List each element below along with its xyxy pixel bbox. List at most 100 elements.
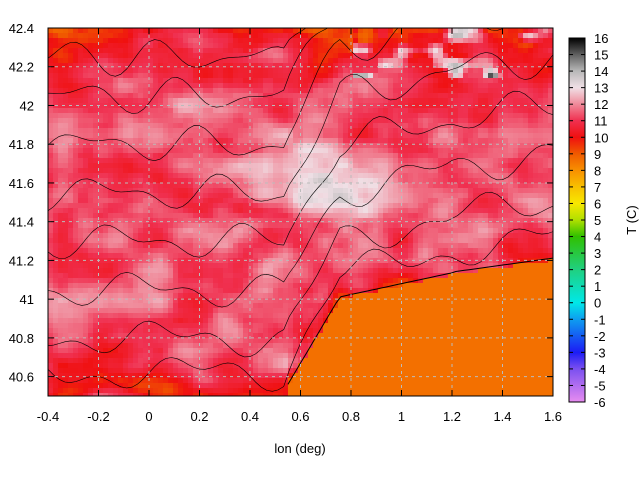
heatmap-cell bbox=[513, 243, 519, 249]
heatmap-cell bbox=[158, 143, 164, 149]
heatmap-cell bbox=[208, 43, 214, 49]
heatmap-cell bbox=[403, 98, 409, 104]
heatmap-cell bbox=[353, 268, 359, 274]
heatmap-cell bbox=[163, 138, 169, 144]
heatmap-cell bbox=[433, 143, 439, 149]
heatmap-cell bbox=[243, 243, 249, 249]
heatmap-cell bbox=[448, 168, 454, 174]
heatmap-cell bbox=[543, 183, 549, 189]
heatmap-cell bbox=[353, 223, 359, 229]
heatmap-cell bbox=[253, 203, 259, 209]
heatmap-cell bbox=[528, 188, 534, 194]
heatmap-cell bbox=[453, 133, 459, 139]
heatmap-cell bbox=[198, 108, 204, 114]
heatmap-cell bbox=[503, 203, 509, 209]
heatmap-cell bbox=[168, 138, 174, 144]
heatmap-cell bbox=[423, 88, 429, 94]
heatmap-cell bbox=[133, 268, 139, 274]
heatmap-cell bbox=[273, 43, 279, 49]
heatmap-cell bbox=[223, 118, 229, 124]
heatmap-cell bbox=[508, 28, 514, 34]
heatmap-cell bbox=[308, 263, 314, 269]
heatmap-cell bbox=[468, 188, 474, 194]
heatmap-cell bbox=[378, 213, 384, 219]
heatmap-cell bbox=[328, 78, 334, 84]
heatmap-cell bbox=[518, 93, 524, 99]
heatmap-cell bbox=[208, 188, 214, 194]
heatmap-cell bbox=[388, 38, 394, 44]
heatmap-cell bbox=[523, 63, 529, 69]
heatmap-cell bbox=[303, 138, 309, 144]
heatmap-cell bbox=[438, 268, 444, 274]
heatmap-cell bbox=[483, 98, 489, 104]
heatmap-cell bbox=[443, 38, 449, 44]
heatmap-cell bbox=[113, 98, 119, 104]
heatmap-cell bbox=[528, 163, 534, 169]
heatmap-cell bbox=[183, 133, 189, 139]
heatmap-cell bbox=[143, 233, 149, 239]
heatmap-cell bbox=[68, 263, 74, 269]
heatmap-cell bbox=[238, 248, 244, 254]
heatmap-cell bbox=[198, 193, 204, 199]
heatmap-cell bbox=[388, 143, 394, 149]
heatmap-cell bbox=[263, 28, 269, 34]
heatmap-cell bbox=[538, 33, 544, 39]
heatmap-cell bbox=[193, 28, 199, 34]
heatmap-cell bbox=[68, 233, 74, 239]
heatmap-cell bbox=[73, 228, 79, 234]
heatmap-cell bbox=[108, 58, 114, 64]
heatmap-cell bbox=[243, 263, 249, 269]
heatmap-cell bbox=[538, 38, 544, 44]
heatmap-cell bbox=[198, 263, 204, 269]
heatmap-cell bbox=[173, 263, 179, 269]
heatmap-cell bbox=[113, 188, 119, 194]
heatmap-cell bbox=[228, 58, 234, 64]
heatmap-cell bbox=[83, 148, 89, 154]
heatmap-cell bbox=[413, 33, 419, 39]
heatmap-cell bbox=[88, 228, 94, 234]
heatmap-cell bbox=[448, 123, 454, 129]
heatmap-cell bbox=[328, 143, 334, 149]
heatmap-cell bbox=[103, 163, 109, 169]
heatmap-cell bbox=[168, 118, 174, 124]
heatmap-cell bbox=[108, 128, 114, 134]
heatmap-cell bbox=[448, 98, 454, 104]
heatmap-cell bbox=[113, 273, 119, 279]
heatmap-cell bbox=[353, 183, 359, 189]
heatmap-cell bbox=[328, 248, 334, 254]
heatmap-cell bbox=[393, 233, 399, 239]
heatmap-cell bbox=[393, 53, 399, 59]
heatmap-cell bbox=[128, 113, 134, 119]
heatmap-cell bbox=[408, 268, 414, 274]
heatmap-cell bbox=[273, 73, 279, 79]
heatmap-cell bbox=[98, 88, 104, 94]
heatmap-cell bbox=[528, 113, 534, 119]
heatmap-cell bbox=[273, 123, 279, 129]
heatmap-cell bbox=[168, 83, 174, 89]
heatmap-cell bbox=[103, 268, 109, 274]
heatmap-cell bbox=[348, 248, 354, 254]
heatmap-cell bbox=[538, 133, 544, 139]
heatmap-cell bbox=[463, 38, 469, 44]
heatmap-cell bbox=[273, 143, 279, 149]
heatmap-cell bbox=[413, 73, 419, 79]
heatmap-cell bbox=[443, 228, 449, 234]
heatmap-cell bbox=[248, 68, 254, 74]
heatmap-cell bbox=[398, 93, 404, 99]
heatmap-cell bbox=[503, 113, 509, 119]
heatmap-cell bbox=[303, 198, 309, 204]
heatmap-cell bbox=[108, 213, 114, 219]
heatmap-cell bbox=[63, 253, 69, 259]
heatmap-cell bbox=[228, 123, 234, 129]
heatmap-cell bbox=[58, 148, 64, 154]
heatmap-cell bbox=[118, 78, 124, 84]
heatmap-cell bbox=[488, 223, 494, 229]
heatmap-cell bbox=[538, 148, 544, 154]
heatmap-cell bbox=[443, 118, 449, 124]
heatmap-cell bbox=[513, 133, 519, 139]
heatmap-cell bbox=[488, 128, 494, 134]
heatmap-cell bbox=[148, 88, 154, 94]
heatmap-cell bbox=[428, 88, 434, 94]
heatmap-cell bbox=[498, 153, 504, 159]
heatmap-cell bbox=[283, 63, 289, 69]
